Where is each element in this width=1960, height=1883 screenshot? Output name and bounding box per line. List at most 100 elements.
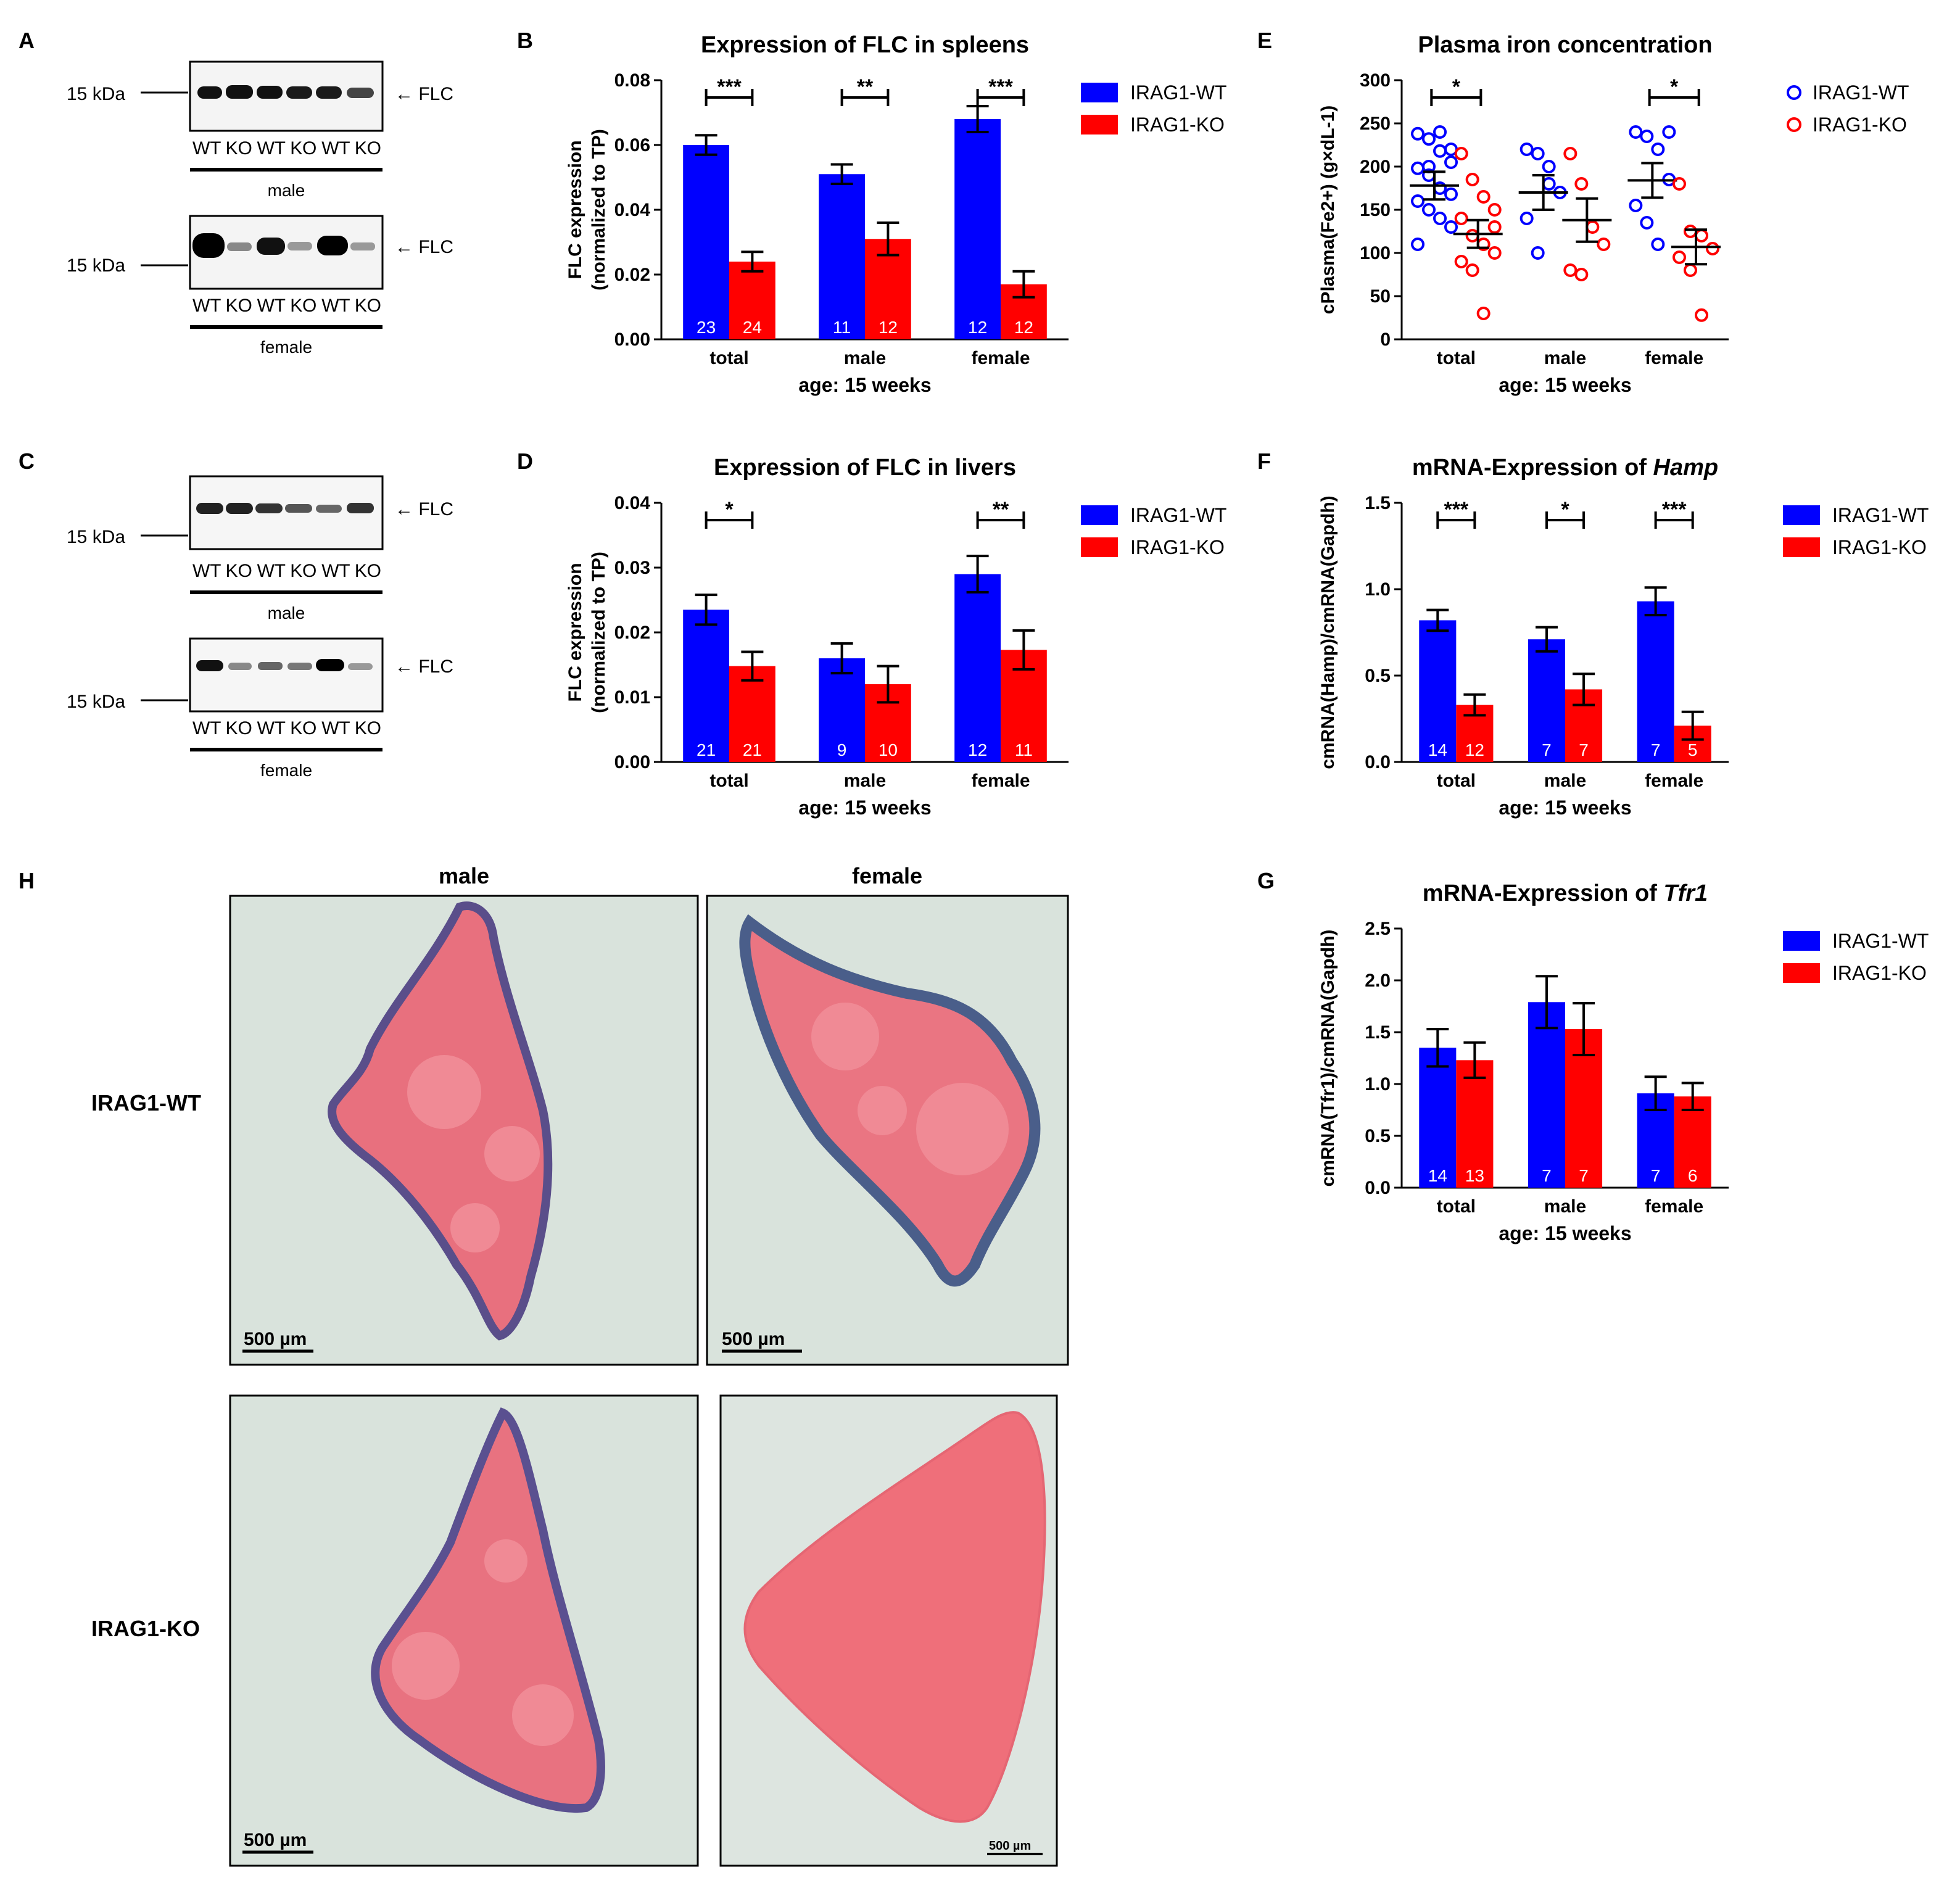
scale-bar-label: 500 µm	[989, 1839, 1031, 1853]
x-category-label: female	[1645, 771, 1703, 791]
x-category-label: total	[1437, 348, 1476, 368]
data-point	[1411, 194, 1425, 208]
significance-stars: **	[993, 498, 1009, 521]
x-axis-label: age: 15 weeks	[798, 374, 931, 396]
sample-size-label: 12	[1465, 740, 1484, 759]
data-point	[1673, 177, 1686, 191]
data-point	[1531, 246, 1545, 260]
y-axis-label-line: FLC expression	[565, 140, 585, 279]
histology-wt-female: 500 µm	[706, 895, 1069, 1366]
sample-size-label: 7	[1579, 740, 1589, 759]
panel-letter-b: B	[517, 28, 533, 53]
chart-b-spleen-flc: Expression of FLC in spleens 0.00 0.02 0.04…	[565, 32, 1226, 396]
legend-label: IRAG1-KO	[1130, 114, 1225, 136]
histology-column-female: female	[852, 863, 922, 888]
lane-labels: WT KO WT KO WT KO	[192, 718, 381, 739]
bar	[1528, 1002, 1565, 1188]
x-category-label: total	[709, 348, 748, 368]
y-tick-label: 0.02	[614, 265, 650, 285]
blot-c-male: 15 kDa ← FLC WT KO WT KO WT KO male	[67, 475, 453, 623]
data-point	[1465, 173, 1479, 186]
blot-bands	[197, 85, 374, 99]
x-category-label: female	[971, 348, 1030, 368]
significance-stars: *	[1670, 75, 1679, 99]
y-tick-label: 50	[1370, 286, 1391, 307]
sample-size-label: 21	[743, 740, 762, 759]
sample-size-label: 10	[879, 740, 898, 759]
x-category-label: total	[709, 771, 748, 791]
kda-label: 15 kDa	[67, 255, 125, 276]
band-arrow-label: ← FLC	[395, 84, 453, 104]
data-point	[1640, 216, 1654, 230]
legend-label: IRAG1-WT	[1130, 504, 1226, 526]
sample-size-label: 11	[833, 318, 851, 337]
data-point	[1444, 187, 1458, 201]
y-tick-label: 1.5	[1365, 493, 1391, 513]
chart-title-gene: Tfr1	[1663, 880, 1708, 906]
y-tick-label: 0.5	[1365, 1126, 1391, 1146]
blot-bands	[196, 659, 373, 671]
sample-size-label: 14	[1428, 1166, 1447, 1185]
y-tick-label: 0	[1380, 329, 1391, 350]
legend-label: IRAG1-KO	[1813, 114, 1907, 136]
bar	[1637, 601, 1674, 762]
blot-a-male: 15 kDa ← FLC WT KO WT KO WT KO male	[67, 60, 453, 200]
data-point	[1563, 147, 1578, 160]
band-arrow-label: ← FLC	[395, 499, 453, 519]
panel-letter-f: F	[1257, 449, 1271, 474]
legend-label: IRAG1-WT	[1832, 930, 1929, 952]
data-point	[1411, 161, 1425, 175]
y-tick-label: 0.01	[614, 687, 650, 708]
follicle	[512, 1684, 574, 1746]
panel-letter-a: A	[19, 28, 35, 53]
sample-size-label: 21	[697, 740, 716, 759]
bar	[1419, 620, 1457, 762]
y-tick-label: 0.0	[1365, 752, 1391, 772]
band-arrow-label: ← FLC	[395, 237, 453, 257]
x-category-label: female	[1645, 1196, 1703, 1217]
blot-c-female: 15 kDa ← FLC WT KO WT KO WT KO female	[67, 637, 453, 780]
y-axis-label: cmRNA(Hamp)/cmRNA(Gapdh)	[1318, 495, 1338, 769]
sample-size-label: 12	[968, 740, 987, 759]
legend-label: IRAG1-KO	[1832, 536, 1927, 558]
histology-ko-female: 500 µm	[719, 1394, 1058, 1867]
x-category-label: total	[1437, 771, 1476, 791]
x-category-label: male	[1544, 1196, 1586, 1217]
x-category-label: female	[971, 771, 1030, 791]
data-point	[1476, 307, 1491, 320]
lane-labels: WT KO WT KO WT KO	[192, 138, 381, 159]
sample-size-label: 13	[1465, 1166, 1484, 1185]
panel-letter-e: E	[1257, 28, 1272, 53]
y-axis-label: cmRNA(Tfr1)/cmRNA(Gapdh)	[1318, 930, 1338, 1187]
sample-size-label: 7	[1542, 740, 1552, 759]
significance-stars: *	[1452, 75, 1461, 99]
y-tick-label: 0.04	[614, 200, 651, 220]
y-tick-label: 0.03	[614, 558, 650, 578]
panel-letter-d: D	[517, 449, 533, 474]
band-arrow-label: ← FLC	[395, 656, 453, 677]
chart-title: Expression of FLC in spleens	[701, 32, 1029, 58]
data-point	[1454, 147, 1468, 160]
follicle	[450, 1203, 500, 1252]
bar	[729, 262, 775, 339]
sample-size-label: 23	[697, 318, 716, 337]
legend-swatch	[1081, 505, 1118, 525]
legend-swatch	[1081, 115, 1118, 134]
legend-label: IRAG1-WT	[1832, 504, 1929, 526]
histology-row-ko: IRAG1-KO	[91, 1616, 200, 1641]
y-tick-label: 0.00	[614, 329, 650, 350]
data-point	[1433, 144, 1447, 158]
tissue-section	[743, 1411, 1046, 1823]
legend-label: IRAG1-WT	[1813, 81, 1909, 104]
data-point	[1597, 238, 1611, 251]
follicle	[484, 1539, 527, 1583]
chart-title-text: mRNA-Expression of	[1423, 880, 1664, 906]
sample-size-label: 12	[879, 318, 898, 337]
x-category-label: female	[1645, 348, 1703, 368]
chart-title: mRNA-Expression of Hamp	[1412, 455, 1718, 481]
significance-stars: **	[857, 75, 874, 99]
sample-size-label: 14	[1428, 740, 1447, 759]
data-point	[1531, 147, 1545, 160]
y-axis-label: cPlasma(Fe2+) (g×dL-1)	[1318, 106, 1338, 314]
chart-e-plasma-iron: Plasma iron concentration 0 50 100 150 200 250…	[1318, 32, 1909, 396]
